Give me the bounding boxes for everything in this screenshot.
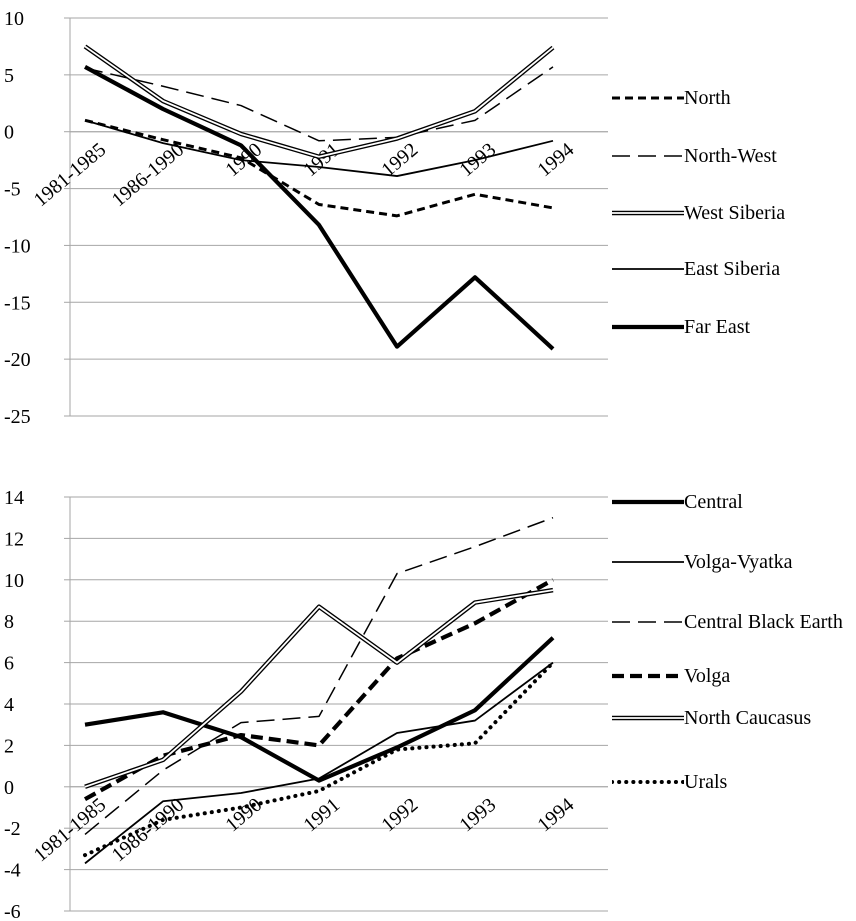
legend-label: Central Black Earth	[684, 611, 843, 633]
y-tick-label: 2	[4, 735, 14, 757]
x-tick-label: 1991	[299, 794, 344, 837]
line	[83, 660, 555, 858]
y-tick-label: -2	[4, 818, 21, 840]
legend-swatch	[612, 268, 684, 270]
y-tick-label: -4	[4, 860, 21, 882]
legend-swatch	[612, 621, 684, 623]
x-tick-label: 1993	[455, 794, 500, 837]
legend-swatch	[612, 780, 684, 784]
legend-swatch	[612, 210, 684, 216]
legend-label: Central	[684, 491, 743, 513]
legend-item: Urals	[612, 770, 844, 794]
x-tick-label: 1992	[377, 794, 422, 837]
x-tick-label: 1986-1990	[108, 139, 189, 212]
y-tick-label: -6	[4, 901, 21, 921]
legend-swatch	[612, 673, 684, 679]
x-tick-label: 1994	[533, 794, 578, 837]
y-tick-label: 6	[4, 653, 14, 675]
x-tick-label: 1994	[533, 139, 578, 182]
y-tick-label: 12	[4, 528, 24, 550]
legend-item: North Caucasus	[612, 706, 844, 730]
legend-label: Volga	[684, 665, 731, 687]
legend-item: East Siberia	[612, 257, 844, 281]
legend-label: Urals	[684, 771, 728, 793]
y-tick-label: 0	[4, 122, 14, 144]
y-tick-label: 0	[4, 777, 14, 799]
legend-item: West Siberia	[612, 201, 844, 225]
legend-label: Far East	[684, 316, 751, 338]
legend-swatch	[612, 715, 684, 721]
legend-item: Central	[612, 490, 844, 514]
line	[84, 118, 554, 218]
line	[84, 65, 555, 351]
legend-swatch	[612, 324, 684, 330]
legend-item: Volga	[612, 664, 844, 688]
y-tick-label: 8	[4, 611, 14, 633]
y-tick-label: 4	[4, 694, 14, 716]
line	[84, 66, 554, 142]
legend-label: West Siberia	[684, 202, 786, 224]
legend-label: East Siberia	[684, 258, 781, 280]
legend-item: Central Black Earth	[612, 610, 844, 634]
line	[84, 661, 554, 865]
legend-swatch	[612, 155, 684, 157]
legend-swatch	[612, 499, 684, 505]
y-tick-label: -10	[4, 235, 31, 257]
legend-label: North-West	[684, 145, 777, 167]
legend-item: North	[612, 86, 844, 110]
y-tick-label: 10	[4, 570, 24, 592]
line	[83, 577, 555, 802]
y-tick-label: -20	[4, 349, 31, 371]
line-inner	[84, 589, 554, 788]
line	[84, 119, 554, 177]
legend-label: North	[684, 87, 731, 109]
line	[84, 516, 554, 835]
y-tick-label: -5	[4, 179, 21, 201]
line-inner	[84, 45, 554, 158]
y-tick-label: -15	[4, 292, 31, 314]
legend-swatch	[612, 96, 684, 100]
x-tick-label: 1990	[221, 794, 266, 837]
y-tick-label: 10	[4, 8, 24, 30]
y-tick-label: -25	[4, 406, 31, 428]
x-tick-label: 1986-1990	[108, 794, 189, 867]
y-tick-label: 14	[4, 487, 24, 509]
line	[84, 636, 555, 783]
y-tick-label: 5	[4, 65, 14, 87]
x-tick-label: 1991	[299, 139, 344, 182]
legend-swatch	[612, 561, 684, 563]
legend-item: North-West	[612, 144, 844, 168]
legend-label: North Caucasus	[684, 707, 812, 729]
legend-label: Volga-Vyatka	[684, 551, 793, 573]
legend-item: Volga-Vyatka	[612, 550, 844, 574]
legend-item: Far East	[612, 315, 844, 339]
